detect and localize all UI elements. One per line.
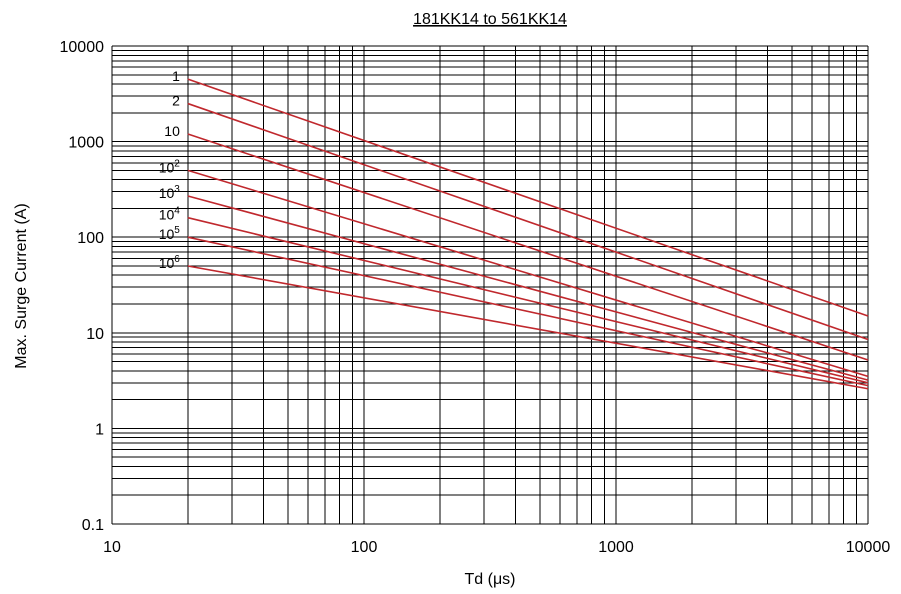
y-tick-label: 10000 bbox=[60, 39, 105, 56]
x-tick-label: 10 bbox=[103, 539, 121, 556]
series-line-2 bbox=[187, 102, 869, 341]
y-tick-labels: 0.1 1 10 100 1000 10000 bbox=[60, 39, 105, 534]
series-line-5 bbox=[187, 195, 869, 381]
series-label-3: 10 bbox=[164, 123, 180, 139]
x-tick-labels: 10 100 1000 10000 bbox=[103, 539, 890, 556]
series-label-4: 102 bbox=[159, 158, 181, 175]
series-label-7: 105 bbox=[159, 225, 181, 242]
series-line-7 bbox=[187, 236, 869, 387]
series-label-8: 106 bbox=[159, 254, 181, 271]
y-tick-label: 10 bbox=[86, 326, 104, 343]
grid bbox=[111, 45, 869, 525]
y-tick-label: 0.1 bbox=[82, 517, 104, 534]
y-tick-label: 1000 bbox=[68, 135, 104, 152]
series-label-5: 103 bbox=[159, 184, 181, 201]
x-axis-label: Td (μs) bbox=[465, 571, 516, 588]
series-line-8 bbox=[187, 265, 869, 390]
chart-title: 181KK14 to 561KK14 bbox=[413, 11, 567, 28]
y-axis-label: Max. Surge Current (A) bbox=[13, 203, 30, 368]
series-labels: 1 2 10 102 103 104 105 106 bbox=[159, 68, 181, 271]
series-label-1: 1 bbox=[172, 68, 180, 84]
x-tick-label: 1000 bbox=[598, 539, 634, 556]
series-line-6 bbox=[187, 216, 869, 384]
series-lines bbox=[187, 78, 869, 390]
series-line-4 bbox=[187, 169, 869, 378]
x-tick-label: 10000 bbox=[846, 539, 891, 556]
x-tick-label: 100 bbox=[351, 539, 378, 556]
series-line-3 bbox=[187, 133, 869, 361]
y-tick-label: 100 bbox=[77, 230, 104, 247]
y-tick-label: 1 bbox=[95, 421, 104, 438]
series-label-2: 2 bbox=[172, 93, 180, 109]
series-label-6: 104 bbox=[159, 206, 181, 223]
series-line-1 bbox=[187, 78, 869, 317]
